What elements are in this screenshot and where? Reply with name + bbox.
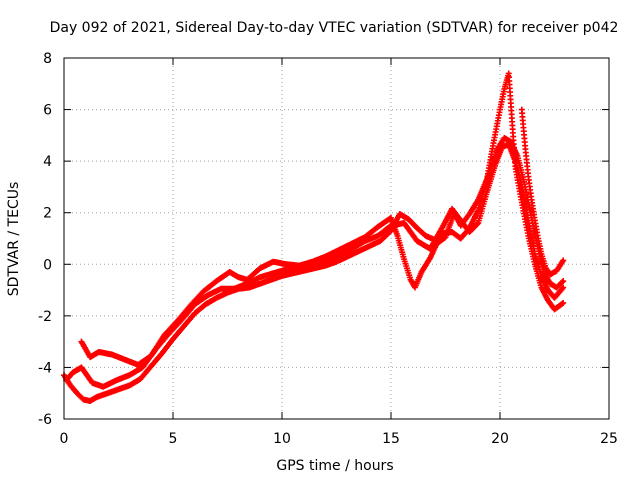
y-tick-label: 2: [43, 206, 52, 222]
y-tick-label: 6: [43, 103, 52, 119]
x-tick-label: 0: [60, 431, 69, 447]
data-point-marker: [559, 279, 566, 286]
x-tick-label: 5: [169, 431, 178, 447]
x-tick-label: 20: [491, 431, 509, 447]
y-tick-label: 4: [43, 154, 52, 170]
x-tick-label: 10: [273, 431, 291, 447]
x-tick-label: 15: [382, 431, 400, 447]
y-tick-label: 8: [43, 51, 52, 67]
data-point-marker: [560, 299, 567, 306]
y-axis-label: SDTVAR / TECUs: [6, 182, 22, 297]
y-tick-label: -2: [38, 309, 52, 325]
data-point-marker: [560, 278, 567, 285]
axis-ticks: 0 5 10 15 20 25 -6 -4 -2 0 2 4 6 8: [38, 51, 618, 447]
plot-series: [61, 70, 567, 404]
data-series: [78, 70, 567, 368]
y-tick-label: -4: [38, 360, 52, 376]
data-point-marker: [559, 285, 566, 292]
data-point-marker: [474, 221, 481, 228]
data-series: [63, 141, 567, 390]
y-tick-label: -6: [38, 412, 52, 428]
data-series: [518, 106, 567, 278]
data-point-marker: [559, 300, 566, 307]
data-point-marker: [560, 257, 567, 264]
x-tick-label: 25: [600, 431, 618, 447]
y-tick-label: 0: [43, 257, 52, 273]
x-axis-label: GPS time / hours: [276, 458, 393, 474]
plot-frame: [63, 57, 610, 420]
data-point-marker: [560, 284, 567, 291]
chart-title: Day 092 of 2021, Sidereal Day-to-day VTE…: [50, 20, 619, 36]
